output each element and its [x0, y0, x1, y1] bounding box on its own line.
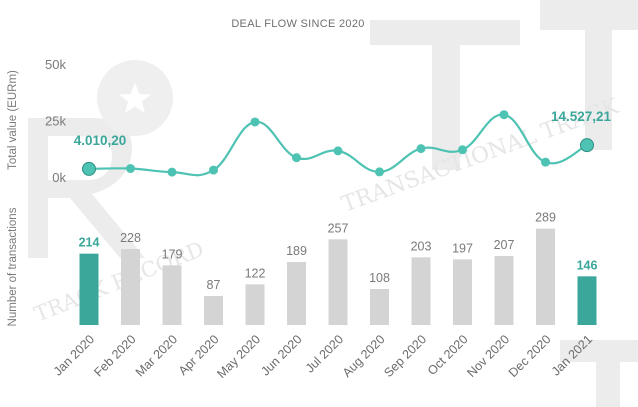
line-point	[416, 144, 426, 154]
bar-value-label: 146	[577, 258, 598, 272]
y-tick-label: 50k	[45, 57, 66, 72]
x-category-label: Mar 2020	[133, 332, 180, 379]
bar-value-label: 257	[328, 221, 349, 235]
x-category-label: Dec 2020	[506, 332, 554, 380]
line-point	[499, 110, 509, 120]
bar-series: 214 228 179 87 122 189 257 108 203 197 207 289 146	[79, 211, 598, 325]
bar-value-label: 207	[494, 238, 515, 252]
x-category-label: Feb 2020	[91, 332, 138, 379]
transaction-bar	[577, 276, 597, 325]
line-point	[541, 157, 550, 167]
transaction-bar	[162, 265, 182, 325]
line-point	[167, 167, 177, 177]
bar-value-label: 108	[369, 271, 390, 285]
bar-value-label: 214	[79, 236, 100, 250]
transaction-bar	[453, 259, 472, 325]
line-point	[126, 164, 135, 174]
x-category-label: May 2020	[214, 332, 263, 381]
watermark-letter-t-2	[540, 0, 638, 150]
transaction-bar	[121, 249, 140, 325]
line-point	[333, 146, 343, 156]
bar-value-label: 289	[535, 211, 556, 225]
transaction-bar	[494, 256, 514, 325]
transaction-bar	[411, 257, 431, 325]
transaction-bar	[328, 239, 348, 325]
x-category-label: Aug 2020	[340, 332, 388, 380]
x-category-label: Oct 2020	[425, 332, 471, 378]
transaction-bar	[79, 253, 99, 325]
y-tick-label: 25k	[45, 114, 66, 129]
watermark-star-icon	[119, 83, 151, 113]
line-point	[250, 117, 260, 127]
line-series: 4.010,20 14.527,21	[74, 109, 612, 177]
x-category-label: Jun 2020	[258, 332, 304, 378]
bar-value-label: 197	[452, 241, 473, 255]
bar-value-label: 87	[207, 278, 221, 292]
watermark-letter-r	[28, 118, 145, 258]
bar-value-label: 203	[411, 239, 432, 253]
chart-title: DEAL FLOW SINCE 2020	[231, 18, 364, 30]
line-point	[209, 165, 218, 175]
x-category-label: Jan 2020	[51, 332, 97, 378]
line-point-label: 4.010,20	[74, 133, 127, 148]
watermark-letter-t	[370, 20, 520, 170]
line-point	[292, 153, 301, 163]
x-category-label: Sep 2020	[381, 332, 429, 380]
bar-value-label: 189	[286, 244, 307, 258]
bar-y-axis-label: Number of transactions	[7, 207, 19, 326]
transaction-bar	[245, 284, 265, 325]
x-category-label: Nov 2020	[464, 332, 512, 380]
bar-value-label: 122	[245, 266, 266, 280]
transaction-bar	[370, 289, 389, 325]
transaction-bar	[536, 228, 555, 325]
line-point-label: 14.527,21	[551, 109, 612, 124]
bar-value-label: 179	[162, 247, 183, 261]
line-point	[458, 145, 467, 155]
line-point	[82, 161, 96, 176]
bar-value-label: 228	[120, 231, 141, 245]
line-y-ticks: 0k 25k 50k	[45, 57, 66, 185]
line-point	[375, 167, 384, 177]
transaction-bar	[204, 296, 223, 325]
line-y-axis-label: Total value (EURm)	[7, 70, 19, 170]
line-point	[580, 138, 594, 153]
watermark-letter-t-3	[560, 340, 638, 407]
y-tick-label: 0k	[52, 170, 66, 185]
transaction-bar	[287, 262, 306, 325]
